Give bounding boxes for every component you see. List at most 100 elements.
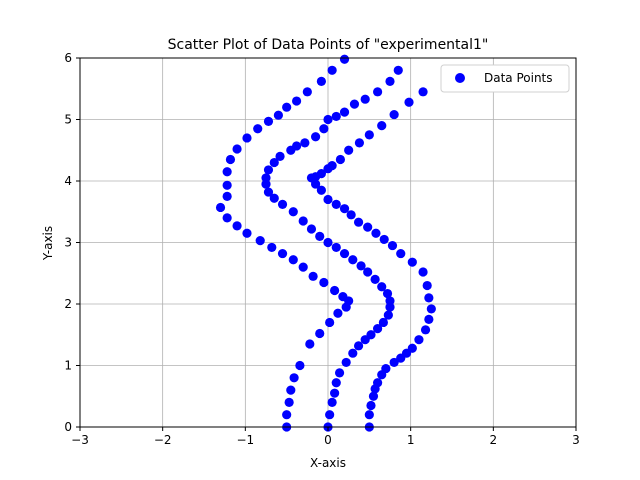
data-point (414, 335, 424, 345)
data-point (353, 341, 364, 351)
data-point (300, 138, 310, 148)
axis-ticks: −3 −2 −1 0 1 2 3 0 1 2 3 4 5 6 (64, 51, 579, 447)
data-point (366, 400, 376, 411)
data-point (298, 216, 308, 226)
data-point (364, 130, 374, 140)
data-point (339, 204, 350, 214)
legend-label: Data Points (484, 71, 553, 85)
data-point (368, 391, 379, 401)
data-point (232, 144, 242, 154)
data-point (418, 267, 428, 277)
data-point (349, 99, 360, 109)
data-point (335, 154, 345, 165)
data-point (289, 373, 299, 383)
data-point (288, 207, 298, 217)
data-point (242, 228, 252, 238)
legend: Data Points (440, 64, 570, 93)
data-point (282, 102, 292, 112)
data-point (222, 167, 232, 177)
data-point (315, 231, 325, 241)
data-point (311, 132, 321, 142)
data-point (242, 133, 252, 143)
data-point (316, 76, 326, 86)
data-point (319, 124, 329, 134)
data-point (339, 248, 350, 259)
y-tick-label: 3 (64, 236, 72, 250)
x-tick-label: 1 (407, 433, 415, 447)
data-point (389, 109, 399, 120)
data-point (377, 282, 387, 292)
data-point (370, 274, 380, 284)
data-point (346, 210, 356, 220)
data-point (269, 193, 279, 203)
data-point (341, 357, 351, 368)
data-point (319, 277, 329, 288)
data-point (222, 191, 232, 201)
data-point (404, 97, 414, 107)
data-point (331, 378, 341, 388)
data-point (354, 138, 365, 148)
data-point (277, 248, 288, 259)
data-point (316, 185, 326, 195)
data-point (385, 296, 395, 306)
data-point (360, 94, 370, 104)
data-point (420, 325, 431, 335)
data-point (291, 141, 302, 151)
data-point (323, 237, 333, 248)
data-point (277, 199, 288, 209)
data-point (323, 194, 333, 205)
data-point (363, 222, 373, 232)
x-tick-label: 3 (572, 433, 580, 447)
data-point (379, 234, 389, 245)
data-point (269, 157, 279, 168)
data-point (232, 221, 242, 231)
data-point (305, 339, 315, 349)
data-point (373, 87, 383, 97)
data-point (263, 116, 274, 126)
y-tick-label: 6 (64, 51, 72, 65)
data-point (373, 324, 383, 334)
data-point (263, 165, 274, 175)
data-point (382, 288, 393, 299)
data-point (263, 187, 274, 197)
data-point (315, 328, 325, 339)
data-point (327, 161, 337, 171)
data-point (424, 314, 434, 324)
data-points (215, 54, 436, 432)
data-point (377, 121, 387, 131)
data-point (288, 255, 298, 265)
y-tick-label: 2 (64, 297, 72, 311)
x-tick-label: −3 (71, 433, 89, 447)
data-point (273, 110, 283, 120)
data-point (387, 240, 398, 251)
data-point (308, 271, 318, 281)
data-point (426, 304, 436, 314)
data-point (286, 385, 296, 395)
data-point (378, 317, 388, 328)
data-point (393, 65, 403, 75)
data-point (330, 285, 340, 296)
data-point (381, 363, 391, 374)
data-point (295, 360, 305, 371)
data-point (325, 317, 335, 328)
data-point (389, 357, 399, 368)
data-point (331, 199, 341, 209)
data-point (225, 154, 236, 165)
y-axis-label: Y-axis (41, 226, 55, 261)
x-axis-label: X-axis (310, 456, 346, 470)
data-point (306, 224, 317, 234)
data-point (407, 257, 417, 267)
data-point (261, 173, 271, 183)
data-point (334, 368, 345, 378)
data-point (316, 169, 326, 179)
data-point (253, 124, 263, 134)
data-point (282, 410, 292, 420)
data-point (327, 65, 337, 75)
data-point (275, 151, 285, 161)
data-point (339, 54, 350, 64)
y-tick-label: 1 (64, 359, 72, 373)
data-point (396, 248, 406, 259)
data-point (418, 87, 428, 97)
data-point (366, 330, 376, 340)
data-point (339, 107, 350, 117)
